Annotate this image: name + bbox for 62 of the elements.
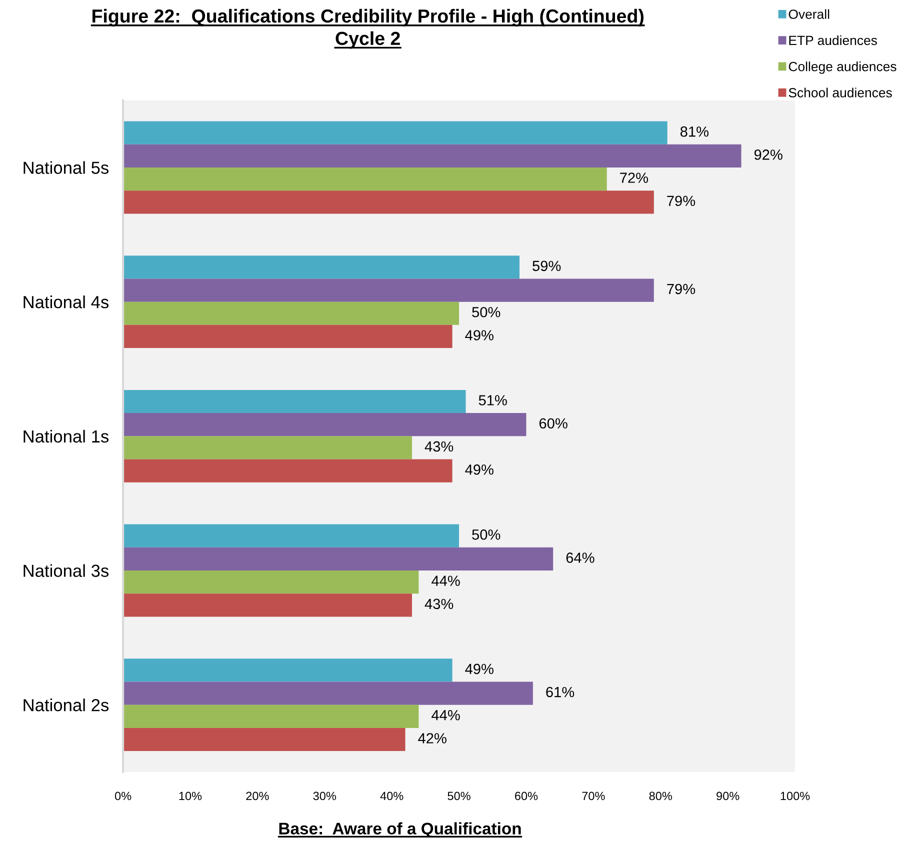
- data-label: 44%: [432, 576, 460, 586]
- bar: [123, 167, 607, 191]
- x-tick-label: 80%: [649, 792, 672, 800]
- x-tick-label: 50%: [448, 792, 470, 800]
- data-label: 92%: [754, 150, 782, 160]
- y-tick-label: National 4s: [24, 296, 109, 308]
- data-label: 43%: [424, 441, 454, 452]
- bar: [123, 190, 654, 214]
- data-label: 61%: [546, 686, 574, 698]
- x-tick-label: 10%: [179, 792, 202, 800]
- bar: [123, 256, 520, 279]
- data-label: 49%: [465, 664, 494, 674]
- bar: [123, 658, 452, 682]
- bar: [123, 570, 419, 594]
- y-tick-label: National 2s: [24, 698, 109, 712]
- bar: [123, 144, 742, 168]
- data-label: 49%: [465, 330, 494, 340]
- x-tick-label: 70%: [582, 792, 605, 800]
- bar: [123, 704, 419, 728]
- x-tick-label: 20%: [246, 792, 269, 800]
- legend-label: ETP audiences: [789, 35, 877, 46]
- data-label: 51%: [478, 395, 507, 406]
- data-label: 64%: [566, 552, 594, 563]
- x-tick-label: 60%: [515, 792, 538, 800]
- y-tick-label: National 3s: [24, 564, 109, 577]
- bar: [123, 728, 406, 752]
- bar: [123, 121, 668, 144]
- bar: [123, 547, 554, 571]
- bar: [123, 278, 654, 302]
- x-tick-label: 30%: [313, 792, 336, 800]
- bar: [123, 459, 452, 482]
- data-label: 42%: [418, 733, 446, 744]
- bar: [123, 413, 526, 436]
- legend-label: School audiences: [788, 88, 892, 98]
- data-label: 60%: [539, 418, 568, 429]
- data-label: 59%: [532, 260, 561, 272]
- bar: [123, 524, 460, 548]
- data-label: 49%: [465, 464, 494, 475]
- y-tick-label: National 1s: [24, 430, 109, 443]
- x-tick-label: 40%: [380, 792, 404, 800]
- bar: [123, 302, 460, 325]
- data-label: 44%: [432, 710, 460, 720]
- data-label: 79%: [667, 196, 696, 206]
- bar: [123, 390, 466, 414]
- x-tick-label: 100%: [780, 792, 810, 800]
- data-label: 50%: [472, 306, 500, 318]
- data-label: 79%: [667, 284, 696, 294]
- bar: [123, 436, 412, 460]
- text: Base: Aware of a Qualification: [279, 822, 521, 838]
- y-tick-label: National 5s: [24, 161, 109, 174]
- bar: [123, 682, 533, 705]
- chart-title: Figure 22: Qualifications Credibility Profile - High (Continued) Cycle 2: [92, 8, 644, 49]
- data-label: 81%: [680, 126, 709, 137]
- x-tick-label: 90%: [716, 792, 740, 800]
- legend-label: College audiences: [788, 62, 896, 74]
- data-label: 72%: [620, 172, 648, 183]
- data-label: 43%: [424, 598, 454, 610]
- bar: [123, 594, 412, 617]
- x-tick-label: 0%: [114, 792, 132, 800]
- legend-label: Overall: [788, 9, 830, 19]
- data-label: 50%: [472, 529, 500, 540]
- bar: [123, 324, 452, 348]
